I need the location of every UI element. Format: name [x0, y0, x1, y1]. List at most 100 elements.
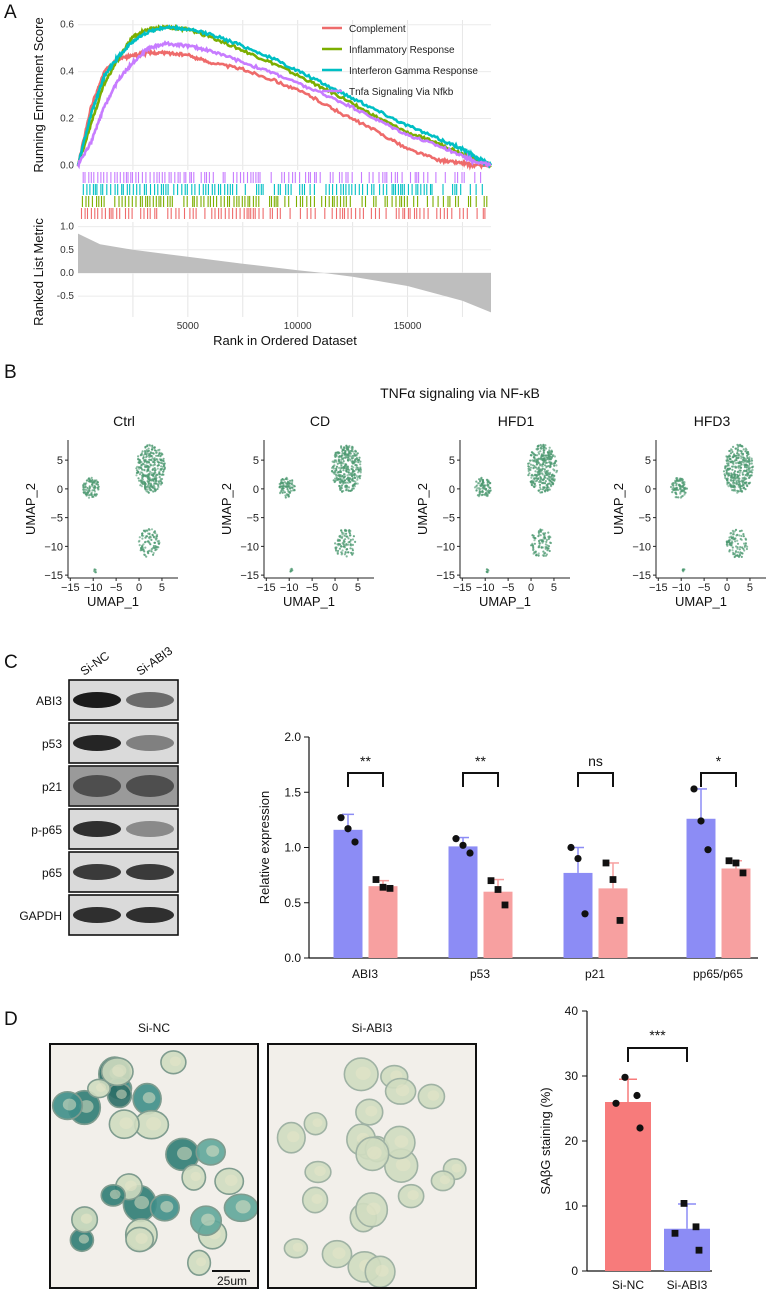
- umap-cell: [749, 466, 752, 469]
- umap-cell: [732, 485, 735, 488]
- umap-cell: [684, 487, 687, 490]
- umap-y-tick-label: −5: [638, 513, 651, 525]
- umap-cell: [730, 540, 734, 543]
- umap-y-tick-label: 5: [449, 455, 455, 467]
- umap-cell: [489, 481, 492, 485]
- cell-nucleus: [95, 1083, 107, 1092]
- umap-cell: [354, 463, 357, 466]
- umap-cell: [348, 473, 351, 476]
- blot-abi3: ABI3: [36, 679, 179, 721]
- umap-cell: [149, 535, 152, 538]
- umap-x-tick-label: 5: [747, 582, 753, 594]
- umap-cell: [334, 547, 337, 550]
- umap-cell: [141, 544, 144, 547]
- cell-nucleus: [109, 1189, 121, 1200]
- umap-cell: [544, 444, 547, 447]
- umap-cell: [679, 492, 682, 495]
- umap-cell: [340, 529, 343, 532]
- umap-cell: [542, 461, 545, 464]
- umap-cell: [553, 479, 556, 482]
- data-point: [466, 849, 474, 857]
- umap-cell: [158, 473, 161, 476]
- umap-cell: [535, 554, 538, 557]
- umap-cell: [153, 487, 156, 490]
- umap-cell: [161, 453, 164, 456]
- umap-cell: [138, 536, 141, 539]
- umap-cell: [549, 471, 552, 474]
- umap-cell: [351, 461, 354, 465]
- umap-cell: [748, 476, 751, 479]
- umap-cell: [159, 461, 162, 464]
- umap-cell: [550, 456, 553, 459]
- umap-cell: [148, 474, 151, 477]
- umap-cell: [549, 464, 552, 467]
- umap-cell: [682, 484, 685, 487]
- umap-cell: [338, 535, 341, 538]
- cell-nucleus: [190, 1171, 202, 1182]
- umap-cell: [541, 554, 545, 557]
- umap-cell: [475, 489, 478, 492]
- umap-cell: [543, 552, 546, 555]
- legend-label: Interferon Gamma Response: [349, 66, 478, 77]
- umap-cell: [475, 480, 478, 483]
- umap-cell: [162, 470, 165, 473]
- umap-cell: [96, 483, 100, 486]
- umap-cell: [745, 458, 748, 461]
- umap-cell: [736, 542, 740, 545]
- umap-cell: [553, 469, 556, 472]
- umap-y-tick-label: −15: [632, 570, 651, 582]
- umap-cell: [730, 448, 733, 451]
- umap-cell: [359, 471, 362, 474]
- umap-cell: [341, 535, 344, 539]
- significance-label: **: [360, 753, 371, 769]
- umap-cell: [93, 489, 96, 492]
- umap-cell: [732, 479, 735, 482]
- umap-cell: [725, 469, 729, 472]
- panel-a-xlabel: Rank in Ordered Dataset: [213, 333, 357, 348]
- umap-cell: [481, 487, 484, 490]
- significance-label: **: [475, 753, 486, 769]
- umap-cell: [143, 453, 147, 456]
- umap-cell: [146, 450, 149, 453]
- umap-cell: [351, 478, 354, 481]
- bar-c-category-label: pp65/p65: [693, 967, 743, 981]
- umap-cell: [489, 489, 492, 492]
- umap-cell: [528, 468, 531, 471]
- umap-cell: [540, 458, 543, 461]
- blot-label: ABI3: [36, 694, 62, 708]
- umap-cell: [734, 528, 738, 532]
- umap-cell: [342, 469, 345, 472]
- umap-cell: [740, 444, 743, 447]
- umap-cell: [153, 447, 156, 450]
- umap-cell: [335, 549, 338, 552]
- cell-nucleus: [439, 1175, 451, 1185]
- umap-x-tick-label: 5: [355, 582, 361, 594]
- es-ylabel: Running Enrichment Score: [31, 17, 46, 172]
- umap-cell: [347, 471, 350, 474]
- umap-cell: [284, 496, 287, 499]
- umap-cell: [724, 465, 727, 468]
- umap-cell: [549, 483, 553, 486]
- umap-cell: [137, 458, 140, 461]
- umap-group-label: CD: [310, 413, 330, 429]
- umap-cell: [543, 468, 546, 471]
- umap-cell: [146, 469, 149, 472]
- umap-cell: [537, 451, 540, 454]
- data-point: [487, 877, 495, 885]
- cell-nucleus: [355, 1066, 371, 1081]
- umap-cell: [731, 465, 734, 468]
- es-tick-label: 0.4: [60, 67, 74, 78]
- data-point: [671, 1229, 679, 1237]
- umap-cell: [343, 446, 346, 449]
- cell-nucleus: [177, 1146, 192, 1161]
- umap-cell: [539, 538, 542, 542]
- umap-cell: [541, 528, 544, 532]
- blot-label: p65: [42, 866, 62, 880]
- umap-cell: [532, 536, 535, 539]
- umap-cell: [357, 461, 360, 464]
- umap-x-tick-label: −5: [110, 582, 123, 594]
- umap-cell: [337, 549, 340, 552]
- umap-cell: [737, 466, 741, 469]
- bar-d-y-tick-label: 20: [565, 1134, 579, 1148]
- umap-cell: [332, 471, 335, 474]
